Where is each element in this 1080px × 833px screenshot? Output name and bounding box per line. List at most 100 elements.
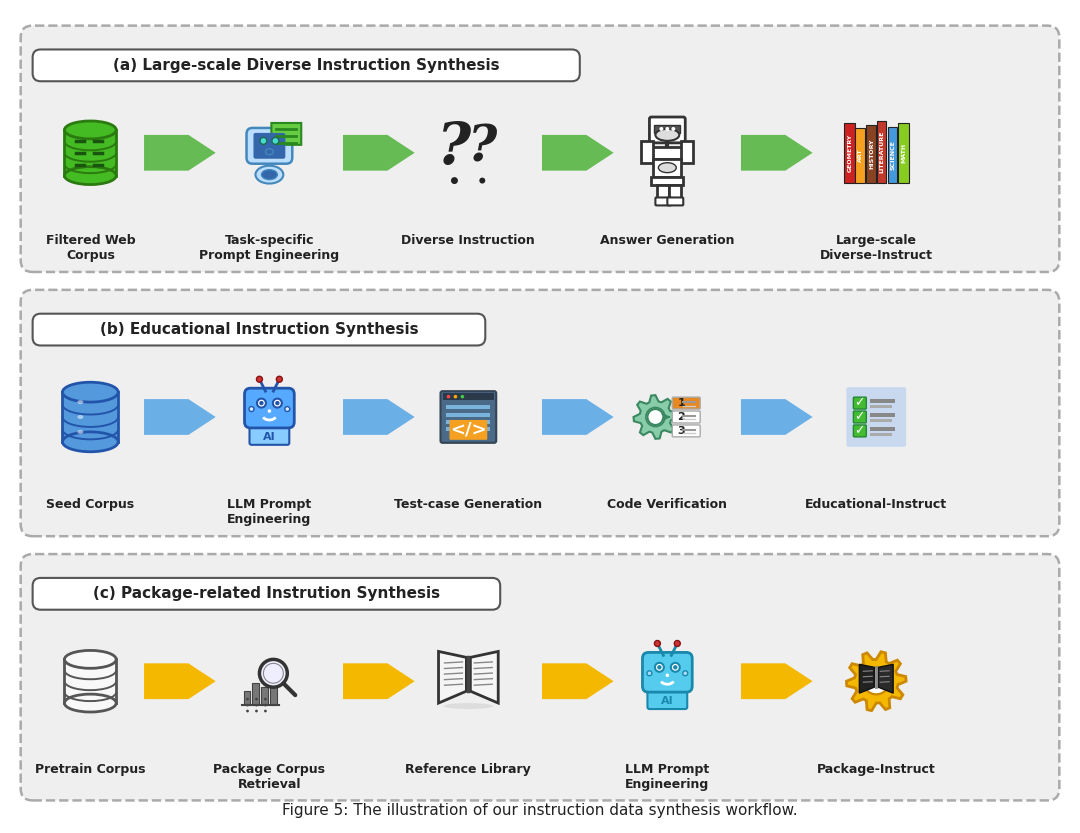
Text: Code Verification: Code Verification <box>607 498 727 511</box>
Bar <box>253 683 259 705</box>
Polygon shape <box>741 135 812 171</box>
FancyBboxPatch shape <box>244 388 294 428</box>
Polygon shape <box>271 123 301 152</box>
Bar <box>870 405 892 408</box>
FancyBboxPatch shape <box>647 689 687 709</box>
FancyBboxPatch shape <box>853 397 866 409</box>
Circle shape <box>451 177 458 184</box>
Text: Test-case Generation: Test-case Generation <box>394 498 542 511</box>
FancyBboxPatch shape <box>32 578 500 610</box>
Circle shape <box>255 704 258 706</box>
FancyBboxPatch shape <box>246 128 293 164</box>
Text: Educational-Instruct: Educational-Instruct <box>806 498 947 511</box>
Text: ✓: ✓ <box>854 424 865 437</box>
Circle shape <box>255 698 258 701</box>
Bar <box>870 413 895 417</box>
Text: (a) Large-scale Diverse Instruction Synthesis: (a) Large-scale Diverse Instruction Synt… <box>113 57 500 72</box>
Bar <box>446 427 490 431</box>
FancyBboxPatch shape <box>649 117 685 142</box>
FancyBboxPatch shape <box>673 425 700 436</box>
FancyBboxPatch shape <box>21 554 1059 801</box>
Ellipse shape <box>656 129 679 141</box>
FancyBboxPatch shape <box>254 133 285 159</box>
FancyBboxPatch shape <box>449 420 487 440</box>
Circle shape <box>672 127 675 131</box>
Circle shape <box>259 660 287 687</box>
Bar <box>658 185 670 201</box>
Ellipse shape <box>256 166 283 183</box>
Circle shape <box>447 395 450 398</box>
Polygon shape <box>741 399 812 435</box>
Bar <box>870 399 895 403</box>
Bar <box>647 147 687 159</box>
Circle shape <box>863 668 890 695</box>
Circle shape <box>259 401 264 406</box>
Circle shape <box>273 399 282 407</box>
Ellipse shape <box>78 415 83 419</box>
Text: ✓: ✓ <box>854 411 865 423</box>
Polygon shape <box>471 651 498 703</box>
Text: GEOMETRY: GEOMETRY <box>848 133 852 172</box>
FancyBboxPatch shape <box>667 197 684 206</box>
Circle shape <box>660 127 663 131</box>
Circle shape <box>460 395 464 398</box>
Text: SCIENCE: SCIENCE <box>890 140 895 170</box>
Circle shape <box>671 663 679 671</box>
Bar <box>446 412 490 416</box>
Text: LLM Prompt
Engineering: LLM Prompt Engineering <box>227 498 311 526</box>
Bar <box>866 125 877 182</box>
FancyBboxPatch shape <box>21 26 1059 272</box>
Circle shape <box>654 641 660 646</box>
Circle shape <box>665 127 670 131</box>
Bar <box>653 159 681 177</box>
FancyBboxPatch shape <box>853 425 866 436</box>
Bar <box>446 420 490 424</box>
FancyBboxPatch shape <box>441 392 496 443</box>
Text: HISTORY: HISTORY <box>869 138 874 169</box>
Circle shape <box>268 409 271 413</box>
Polygon shape <box>343 399 415 435</box>
Polygon shape <box>634 395 677 439</box>
Text: Diverse Instruction: Diverse Instruction <box>402 234 536 247</box>
Bar <box>877 121 887 182</box>
Circle shape <box>275 401 280 406</box>
Circle shape <box>246 704 248 706</box>
Bar <box>845 123 855 182</box>
Circle shape <box>658 665 662 670</box>
Circle shape <box>285 407 289 412</box>
Ellipse shape <box>65 121 117 139</box>
Text: MATH: MATH <box>902 142 906 162</box>
FancyBboxPatch shape <box>656 197 672 206</box>
FancyBboxPatch shape <box>32 49 580 82</box>
Text: Filtered Web
Corpus: Filtered Web Corpus <box>45 234 135 262</box>
Polygon shape <box>144 135 216 171</box>
Text: Package Corpus
Retrieval: Package Corpus Retrieval <box>214 763 325 791</box>
Circle shape <box>264 698 267 701</box>
Circle shape <box>673 665 677 670</box>
Circle shape <box>276 377 282 382</box>
Bar <box>65 130 117 176</box>
Polygon shape <box>542 663 613 699</box>
Text: </>: </> <box>450 421 487 439</box>
Ellipse shape <box>63 431 118 451</box>
Bar <box>681 141 693 162</box>
Circle shape <box>257 399 266 407</box>
Bar <box>855 128 865 182</box>
Text: Answer Generation: Answer Generation <box>600 234 734 247</box>
Text: ?: ? <box>468 123 497 172</box>
Bar <box>65 660 117 703</box>
Text: 2: 2 <box>677 412 685 422</box>
Ellipse shape <box>659 162 676 172</box>
FancyBboxPatch shape <box>853 411 866 423</box>
Text: Large-scale
Diverse-Instruct: Large-scale Diverse-Instruct <box>820 234 933 262</box>
Bar <box>870 427 895 431</box>
Bar <box>870 419 892 422</box>
Bar <box>261 687 269 705</box>
Ellipse shape <box>78 400 83 404</box>
Ellipse shape <box>65 694 117 712</box>
Circle shape <box>255 710 258 712</box>
Polygon shape <box>144 663 216 699</box>
FancyBboxPatch shape <box>847 387 906 446</box>
Circle shape <box>674 641 680 646</box>
Text: AI: AI <box>264 431 275 441</box>
